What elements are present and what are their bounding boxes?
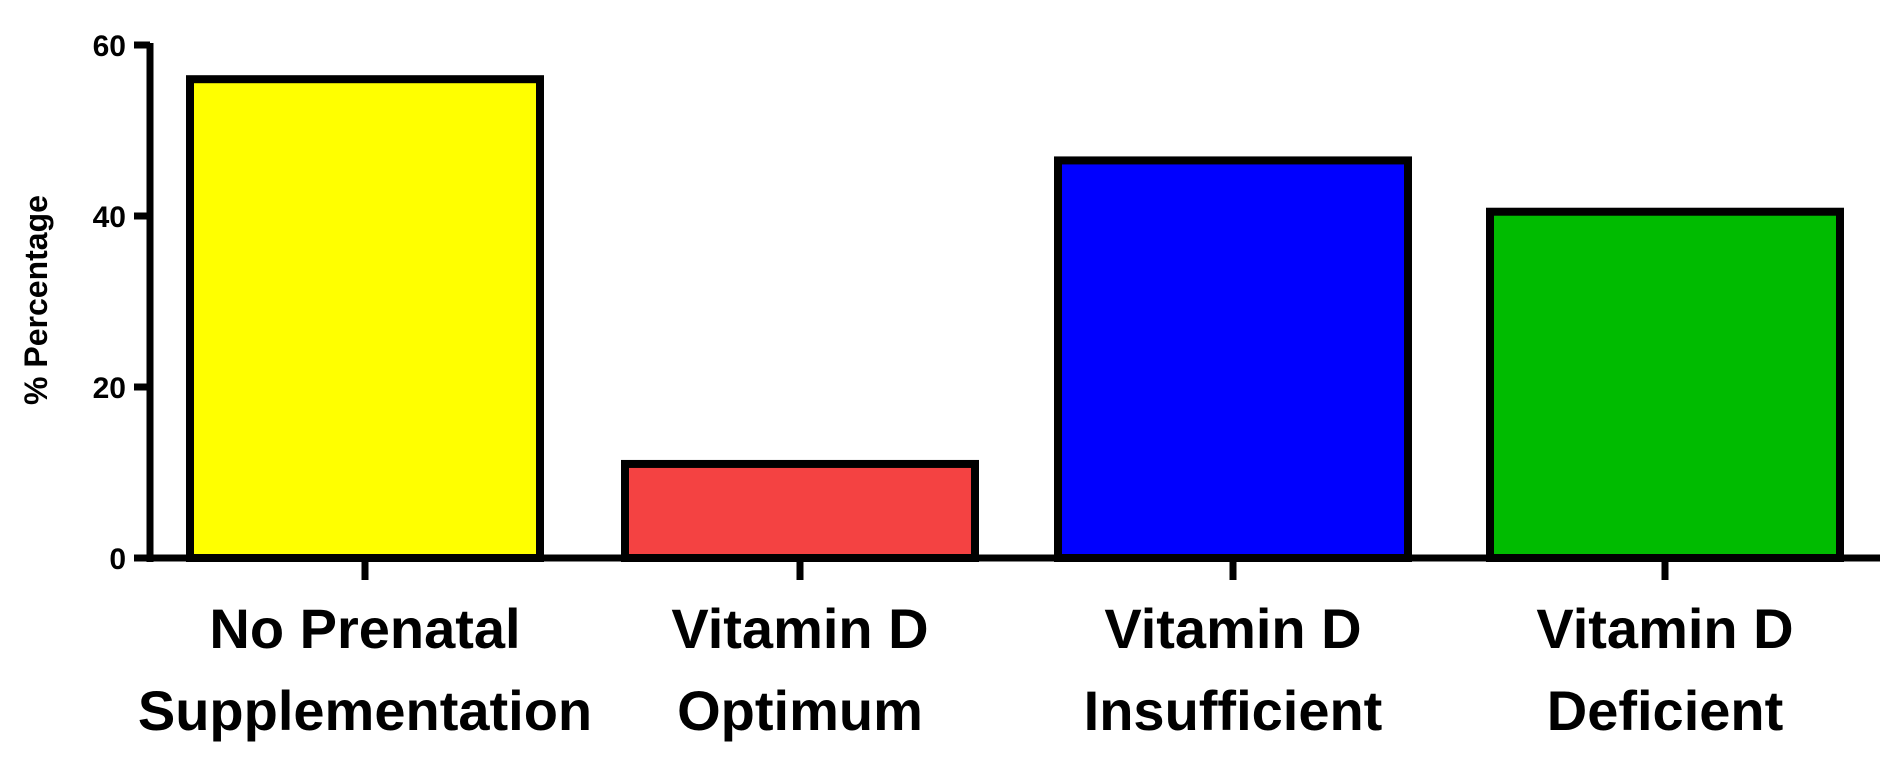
x-category-label-4: Vitamin D Deficient <box>1536 597 1793 742</box>
bar-3 <box>1054 156 1412 563</box>
x-category-label-line: Vitamin D <box>671 597 928 660</box>
x-category-label-line: Supplementation <box>138 679 592 742</box>
x-category-label-2: Vitamin D Optimum <box>671 597 928 742</box>
y-axis-title: % Percentage <box>18 195 54 405</box>
x-category-label-line: Insufficient <box>1084 679 1383 742</box>
y-tick-label-0: 0 <box>109 543 126 576</box>
bar-2 <box>621 459 979 563</box>
x-category-label-line: No Prenatal <box>209 597 520 660</box>
y-tick-label-40: 40 <box>93 201 126 234</box>
y-tick-label-60: 60 <box>93 30 126 63</box>
y-tick-label-20: 20 <box>93 372 126 405</box>
bar-1 <box>186 75 544 562</box>
x-category-label-1: No Prenatal Supplementation <box>138 597 592 742</box>
bar-4 <box>1486 207 1844 562</box>
x-category-label-line: Optimum <box>677 679 923 742</box>
x-category-label-line: Vitamin D <box>1536 597 1793 660</box>
x-category-label-3: Vitamin D Insufficient <box>1084 597 1383 742</box>
x-category-label-line: Deficient <box>1547 679 1784 742</box>
x-category-label-line: Vitamin D <box>1104 597 1361 660</box>
